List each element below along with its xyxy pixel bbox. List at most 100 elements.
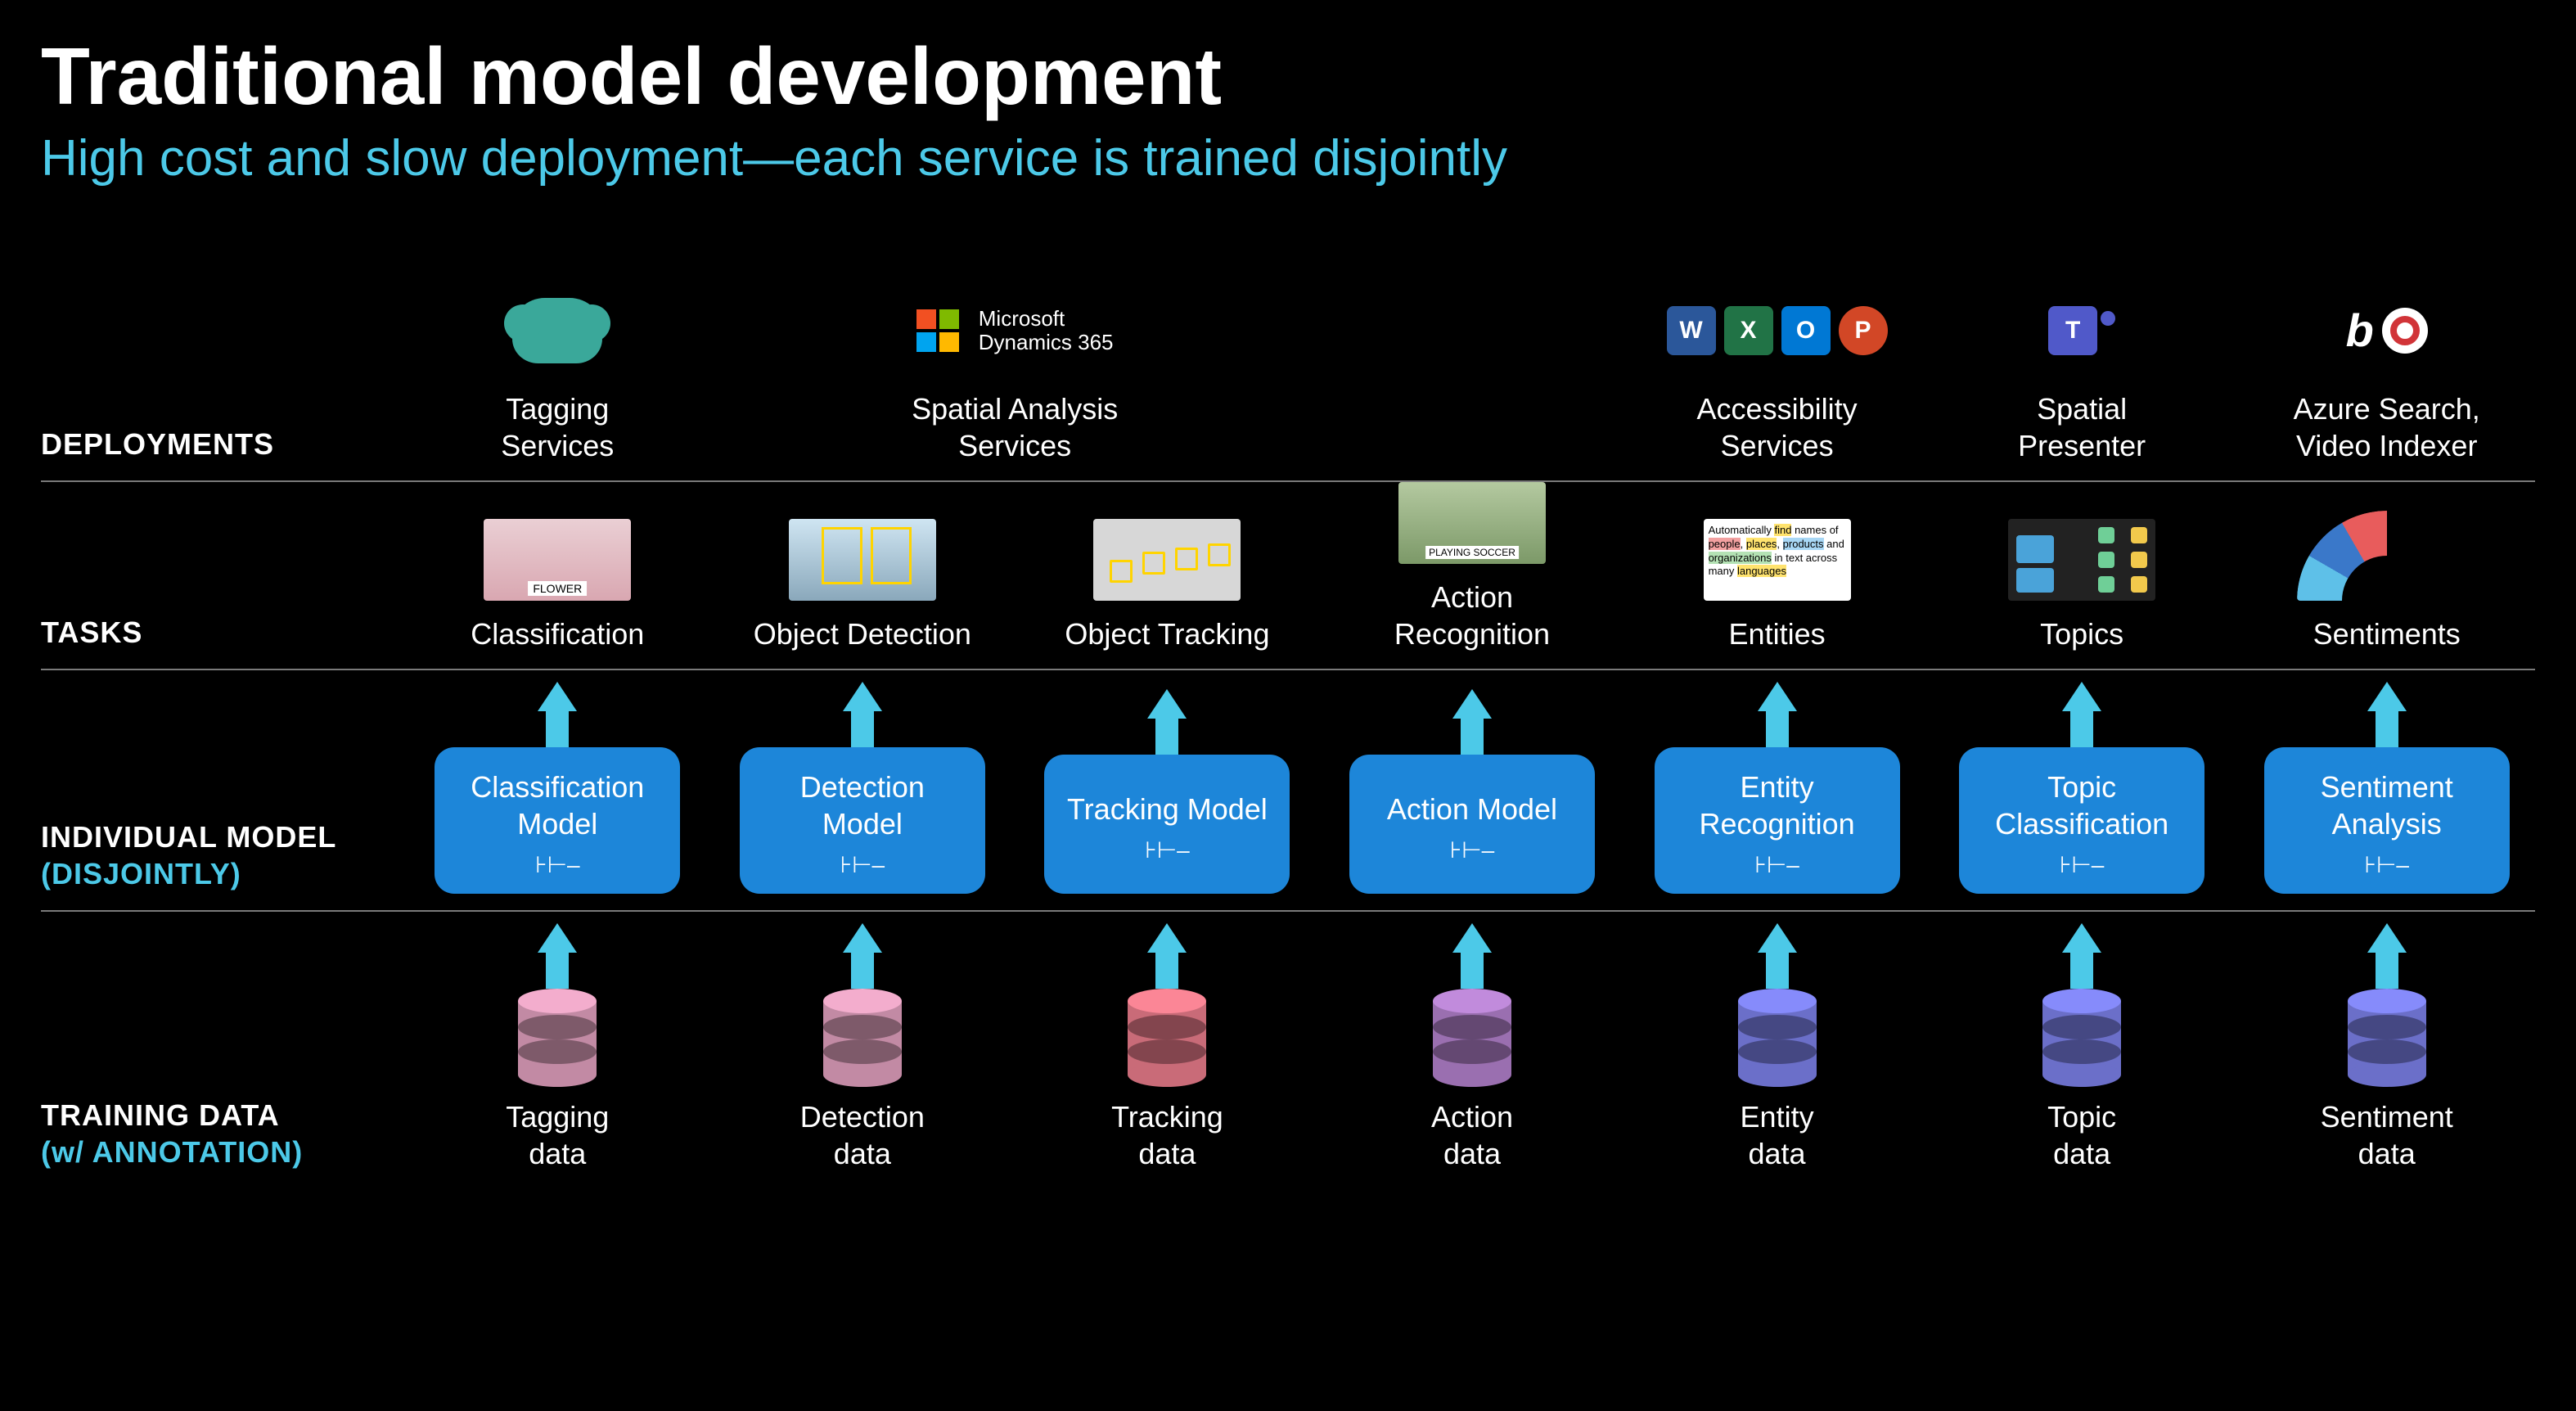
database-icon [1128, 989, 1206, 1087]
arrow-up-icon [843, 682, 882, 747]
data-label: Entity data [1741, 1098, 1814, 1172]
data-label: Detection data [800, 1098, 925, 1172]
model-label: Topic Classification [1975, 769, 2188, 842]
data-label: Action data [1431, 1098, 1513, 1172]
deployment-presenter: T Spatial Presenter [1934, 286, 2231, 480]
teams-icon: T [2048, 286, 2115, 376]
data-label: Sentiment data [2321, 1098, 2453, 1172]
task-label: Object Detection [754, 615, 971, 652]
data-label: Tagging data [506, 1098, 609, 1172]
deployment-spatial: MicrosoftDynamics 365 Spatial Analysis Se… [714, 286, 1316, 480]
database-icon [518, 989, 597, 1087]
task-thumb-topics [2008, 519, 2155, 601]
arrow-up-icon [2062, 923, 2101, 989]
arrow-up-icon [1147, 923, 1187, 989]
bing-icon: b [2346, 286, 2428, 376]
task-thumb-flower [484, 519, 631, 601]
arrow-up-icon [2367, 923, 2407, 989]
database-icon [1738, 989, 1817, 1087]
task-label: Classification [471, 615, 644, 652]
model-label: Tracking Model [1067, 791, 1268, 827]
model-glyph-icon: ⊦⊢– [840, 850, 885, 879]
model-box: Tracking Model ⊦⊢– [1044, 755, 1290, 894]
arrow-up-icon [538, 923, 577, 989]
arrow-up-icon [538, 682, 577, 747]
brain-icon [512, 286, 602, 376]
arrow-up-icon [1452, 689, 1492, 755]
model-label: Sentiment Analysis [2281, 769, 2493, 842]
deployment-label: Spatial Presenter [2018, 390, 2146, 464]
deployment-access: WXOP Accessibility Services [1628, 286, 1925, 480]
model-glyph-icon: ⊦⊢– [1754, 850, 1799, 879]
task-cell: Classification [409, 482, 706, 669]
row-label-text: INDIVIDUAL MODEL [41, 818, 401, 855]
data-cell: Topic data [1934, 912, 2231, 1188]
model-box: Action Model⊦⊢– [1349, 755, 1595, 894]
office-icon: WXOP [1667, 286, 1888, 376]
task-label: Entities [1729, 615, 1826, 652]
task-cell: Action Recognition [1324, 482, 1621, 669]
page-title: Traditional model development [41, 33, 2535, 121]
model-label: Entity Recognition [1671, 769, 1884, 842]
database-icon [1433, 989, 1511, 1087]
deployment-label: Tagging Services [501, 390, 614, 464]
model-label: Detection Model [756, 769, 969, 842]
model-cell: Sentiment Analysis ⊦⊢– [2238, 670, 2535, 910]
model-glyph-icon: ⊦⊢– [1145, 836, 1190, 864]
arrow-up-icon [1452, 923, 1492, 989]
row-label-text: DEPLOYMENTS [41, 426, 401, 462]
data-cell: Tracking data [1019, 912, 1316, 1188]
task-thumb-track [1093, 519, 1241, 601]
model-cell: Action Model⊦⊢– [1324, 670, 1621, 910]
data-label: Tracking data [1111, 1098, 1223, 1172]
task-thumb-entities: Automatically find names of people, plac… [1704, 519, 1851, 601]
model-box: Sentiment Analysis ⊦⊢– [2264, 747, 2510, 894]
model-box: Classification Model ⊦⊢– [435, 747, 680, 894]
arrow-up-icon [1758, 682, 1797, 747]
model-glyph-icon: ⊦⊢– [535, 850, 580, 879]
row-label-deployments: DEPLOYMENTS [41, 286, 401, 480]
task-cell: Object Detection [714, 482, 1011, 669]
task-label: Sentiments [2313, 615, 2461, 652]
arrow-up-icon [1758, 923, 1797, 989]
data-cell: Sentiment data [2238, 912, 2535, 1188]
deployment-label: Azure Search, Video Indexer [2294, 390, 2480, 464]
arrow-up-icon [843, 923, 882, 989]
deployment-search: b Azure Search, Video Indexer [2238, 286, 2535, 480]
task-cell: Topics [1934, 482, 2231, 669]
task-label: Action Recognition [1394, 579, 1550, 652]
data-cell: Detection data [714, 912, 1011, 1188]
model-cell: Entity Recognition ⊦⊢– [1628, 670, 1925, 910]
deployment-blank [1324, 286, 1621, 480]
database-icon [2042, 989, 2121, 1087]
data-cell: Tagging data [409, 912, 706, 1188]
row-label-text: TASKS [41, 614, 401, 651]
task-cell: Automatically find names of people, plac… [1628, 482, 1925, 669]
deployment-tagging: Tagging Services [409, 286, 706, 480]
task-label: Object Tracking [1065, 615, 1269, 652]
row-label-data: TRAINING DATA (w/ ANNOTATION) [41, 912, 401, 1188]
task-thumb-action [1398, 482, 1546, 564]
ms365-icon: MicrosoftDynamics 365 [916, 286, 1114, 376]
model-glyph-icon: ⊦⊢– [1450, 836, 1495, 864]
model-cell: Tracking Model ⊦⊢– [1019, 670, 1316, 910]
model-glyph-icon: ⊦⊢– [2364, 850, 2409, 879]
model-label: Classification Model [451, 769, 664, 842]
arrow-up-icon [2062, 682, 2101, 747]
row-label-tasks: TASKS [41, 482, 401, 669]
data-cell: Action data [1324, 912, 1621, 1188]
database-icon [823, 989, 902, 1087]
model-glyph-icon: ⊦⊢– [2060, 850, 2105, 879]
model-box: Entity Recognition ⊦⊢– [1655, 747, 1900, 894]
deployment-label: Spatial Analysis Services [912, 390, 1118, 464]
row-label-text: TRAINING DATA [41, 1097, 401, 1134]
row-label-accent: (DISJOINTLY) [41, 855, 401, 892]
task-cell: Sentiments [2238, 482, 2535, 669]
data-label: Topic data [2047, 1098, 2116, 1172]
deployment-label: Accessibility Services [1697, 390, 1858, 464]
diagram-grid: DEPLOYMENTS Tagging Services MicrosoftDyn… [41, 286, 2535, 1188]
arrow-up-icon [1147, 689, 1187, 755]
model-cell: Classification Model ⊦⊢– [409, 670, 706, 910]
model-box: Detection Model ⊦⊢– [740, 747, 985, 894]
task-thumb-eagle [789, 519, 936, 601]
